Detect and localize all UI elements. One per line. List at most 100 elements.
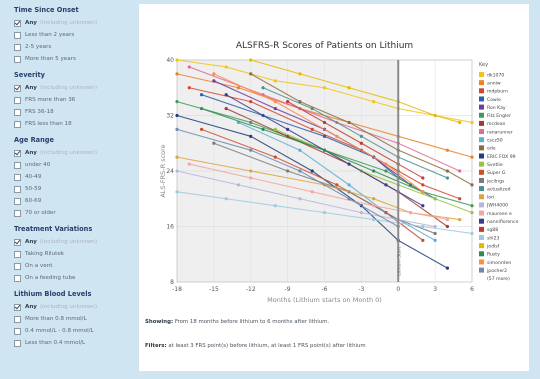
- y-tick-label: 24: [166, 168, 174, 175]
- filter-checkbox[interactable]: [14, 96, 21, 104]
- filter-checkbox[interactable]: [14, 84, 21, 92]
- filter-option[interactable]: 60-69: [14, 195, 134, 207]
- filter-checkbox[interactable]: [14, 209, 21, 217]
- legend-swatch: [479, 226, 484, 232]
- filter-section: Severity Any (including unknown) FRS more t…: [14, 71, 134, 130]
- data-point: [458, 169, 462, 173]
- data-point: [470, 120, 474, 125]
- legend-entry: nanniflorence: [487, 219, 519, 225]
- filter-option[interactable]: 50-59: [14, 183, 134, 195]
- x-tick-label: -9: [285, 286, 291, 293]
- filter-option[interactable]: More than 0.8 mmol/L: [14, 313, 134, 325]
- data-point: [175, 72, 179, 76]
- series-line: [250, 59, 460, 123]
- data-point: [433, 224, 437, 229]
- data-point: [372, 217, 376, 222]
- filter-checkbox[interactable]: [14, 274, 21, 282]
- filter-checkbox[interactable]: [14, 161, 21, 169]
- filter-option[interactable]: FRS more than 36: [14, 94, 134, 106]
- data-point: [433, 197, 437, 201]
- filter-checkbox[interactable]: [14, 303, 21, 311]
- filter-sidebar: Time Since Onset Any (including unknown) Le…: [14, 0, 134, 379]
- filter-checkbox[interactable]: [14, 327, 21, 335]
- data-point: [421, 238, 425, 242]
- filter-checkbox[interactable]: [14, 197, 21, 205]
- filter-option[interactable]: Taking Rilutek: [14, 248, 134, 260]
- data-point: [470, 204, 474, 208]
- filter-option[interactable]: Any (including unknown): [14, 82, 134, 94]
- filter-option-label: 0.4 mmol/L - 0.8 mmol/L: [25, 328, 94, 334]
- data-point: [273, 79, 277, 83]
- series-line: [176, 59, 473, 123]
- filter-option[interactable]: 70 or older: [14, 207, 134, 219]
- legend-entry: ede: [487, 146, 496, 152]
- legend-swatch: [479, 243, 484, 249]
- filter-option[interactable]: 40-49: [14, 171, 134, 183]
- legend-entry: simonrden: [487, 260, 511, 266]
- filter-checkbox[interactable]: [14, 43, 21, 51]
- filter-option[interactable]: under 40: [14, 159, 134, 171]
- data-point: [175, 190, 179, 194]
- showing-text: From 18 months before lithium to 6 month…: [174, 319, 330, 325]
- filter-checkbox[interactable]: [14, 19, 21, 27]
- data-point: [421, 224, 425, 229]
- filter-checkbox[interactable]: [14, 262, 21, 270]
- data-point: [199, 127, 204, 131]
- data-point: [236, 183, 241, 187]
- filter-section-title: Severity: [14, 71, 45, 79]
- legend-swatch: [479, 259, 484, 265]
- filter-option-label: FRS 36-18: [25, 109, 54, 115]
- filter-option[interactable]: Any (including unknown): [14, 17, 134, 29]
- data-point: [458, 120, 462, 125]
- filter-checkbox[interactable]: [14, 173, 21, 181]
- filter-option[interactable]: More than 5 years: [14, 53, 134, 65]
- showing-info: Showing: From 18 months before lithium t…: [145, 319, 329, 325]
- data-point: [175, 169, 179, 173]
- filter-option[interactable]: Less than 2 years: [14, 29, 134, 41]
- filter-option[interactable]: Any (including unknown): [14, 236, 134, 248]
- filter-option[interactable]: 2-5 years: [14, 41, 134, 53]
- filter-checkbox[interactable]: [14, 108, 21, 116]
- legend-entry: dk1070: [487, 72, 504, 78]
- filter-option[interactable]: Any (including unknown): [14, 301, 134, 313]
- data-point: [298, 148, 302, 152]
- filter-option[interactable]: FRS 36-18: [14, 106, 134, 118]
- filter-option[interactable]: Less than 0.4 mmol/L: [14, 337, 134, 349]
- data-point: [249, 169, 253, 173]
- x-tick-label: -15: [209, 286, 219, 293]
- filter-checkbox[interactable]: [14, 185, 21, 193]
- filter-checkbox[interactable]: [14, 55, 21, 63]
- data-point: [322, 211, 327, 215]
- data-point: [286, 127, 290, 131]
- y-axis-label: ALS-FRS-R score: [159, 144, 167, 197]
- filter-checkbox[interactable]: [14, 250, 21, 258]
- x-tick-label: 0: [396, 286, 400, 293]
- filter-option[interactable]: FRS less than 18: [14, 118, 134, 130]
- data-point: [347, 197, 351, 201]
- filter-checkbox[interactable]: [14, 31, 21, 39]
- legend-entry: ranarunner: [487, 129, 513, 135]
- data-point: [445, 224, 450, 229]
- legend-swatch: [479, 218, 484, 224]
- y-tick-label: 16: [166, 224, 174, 231]
- filter-option[interactable]: On a feeding tube: [14, 272, 134, 284]
- filter-checkbox[interactable]: [14, 149, 21, 157]
- data-point: [249, 72, 253, 76]
- data-point: [224, 93, 228, 97]
- filter-checkbox[interactable]: [14, 315, 21, 323]
- legend-entry: Svetlie: [487, 162, 503, 168]
- filter-option-label: Taking Rilutek: [25, 251, 64, 257]
- y-tick-label: 32: [166, 113, 174, 120]
- data-point: [175, 58, 179, 62]
- filter-checkbox[interactable]: [14, 120, 21, 128]
- data-point: [347, 120, 351, 125]
- filter-checkbox[interactable]: [14, 238, 21, 246]
- filter-checkbox[interactable]: [14, 339, 21, 347]
- filter-option-label: 2-5 years: [25, 44, 52, 50]
- filter-option[interactable]: On a vent: [14, 260, 134, 272]
- filter-option[interactable]: 0.4 mmol/L - 0.8 mmol/L: [14, 325, 134, 337]
- data-point: [433, 238, 437, 242]
- filter-option[interactable]: Any (including unknown): [14, 147, 134, 159]
- data-point: [421, 190, 425, 194]
- data-point: [433, 231, 437, 236]
